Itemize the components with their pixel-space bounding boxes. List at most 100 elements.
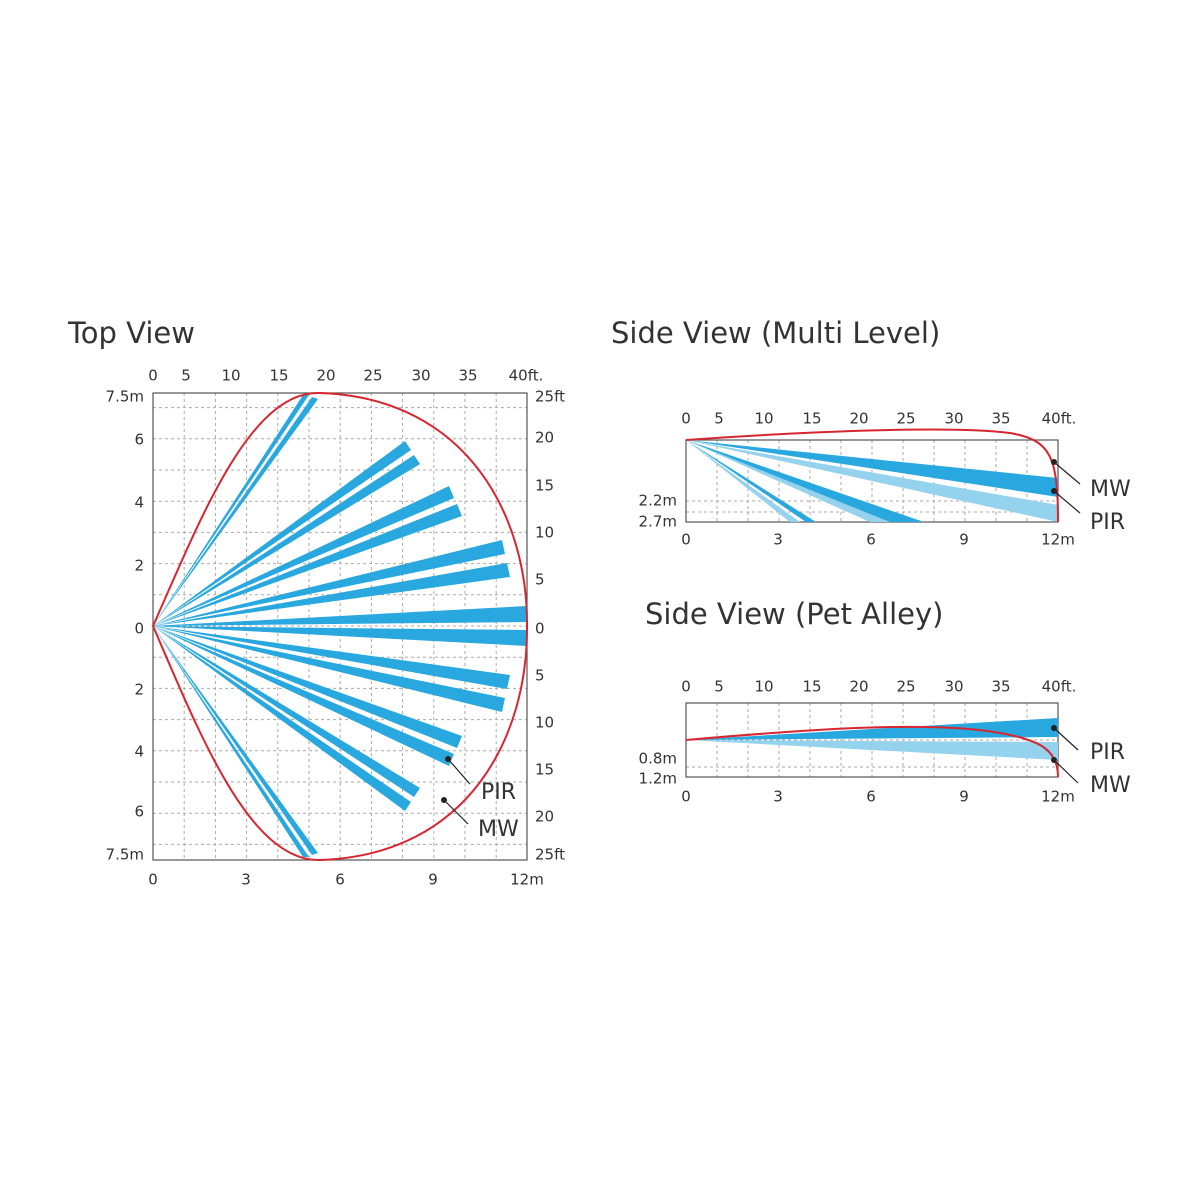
- x-top-label: 5: [714, 678, 724, 696]
- mw-coverage: [685, 725, 1059, 778]
- mw-label: MW: [1090, 477, 1131, 502]
- pir-label: PIR: [1090, 740, 1125, 765]
- leader-line: [1053, 490, 1081, 514]
- leader-line: [1053, 461, 1081, 485]
- diagrams: 0 5 10 15 20 25 30 35 40ft.0 3 6 9 12m7.5m64202467.5…: [106, 367, 1131, 889]
- y-left-label: 6: [134, 431, 144, 449]
- pir-label: PIR: [481, 780, 516, 805]
- beam: [153, 563, 510, 626]
- mw-coverage: [151, 391, 529, 862]
- mw-label: MW: [1090, 773, 1131, 798]
- y-left-label: 2.2m: [639, 492, 677, 510]
- x-bottom-label: 6: [866, 788, 876, 806]
- beam: [686, 740, 1058, 760]
- beam: [153, 626, 454, 766]
- beam: [153, 626, 420, 797]
- y-left-label: 7.5m: [106, 846, 144, 864]
- beam: [686, 440, 924, 522]
- y-right-label: 10: [535, 524, 554, 542]
- x-top-label: 0: [148, 367, 158, 385]
- x-top-label: 0: [681, 678, 691, 696]
- x-bottom-label: 3: [773, 531, 783, 549]
- leader-dot: [1051, 488, 1057, 494]
- y-left-label: 7.5m: [106, 388, 144, 406]
- x-top-label: 30: [411, 367, 430, 385]
- beam: [686, 440, 1058, 497]
- x-bottom-label: 0: [681, 788, 691, 806]
- pir-label: PIR: [1090, 510, 1125, 535]
- side-pet-title: Side View (Pet Alley): [645, 597, 943, 631]
- x-bottom-label: 12m: [1041, 531, 1075, 549]
- beam: [153, 626, 527, 645]
- x-bottom-label: 9: [428, 871, 438, 889]
- y-right-label: 5: [535, 571, 545, 589]
- x-top-label: 5: [714, 410, 724, 428]
- leader-line: [447, 758, 471, 785]
- x-top-label: 0: [681, 410, 691, 428]
- y-right-label: 0: [535, 620, 545, 638]
- x-top-label: 30: [944, 678, 963, 696]
- y-left-label: 4: [134, 494, 144, 512]
- beam: [153, 486, 454, 626]
- x-top-label: 10: [754, 678, 773, 696]
- x-top-label: 35: [991, 410, 1010, 428]
- y-right-label: 25ft: [535, 846, 565, 864]
- x-top-label: 10: [221, 367, 240, 385]
- beam: [686, 440, 1058, 522]
- y-left-label: 2: [134, 557, 144, 575]
- x-top-label: 10: [754, 410, 773, 428]
- x-bottom-label: 9: [959, 788, 969, 806]
- beam: [153, 626, 505, 712]
- y-left-label: 2.7m: [639, 513, 677, 531]
- x-bottom-label: 12m: [1041, 788, 1075, 806]
- x-top-label: 20: [849, 410, 868, 428]
- beam: [153, 626, 510, 689]
- x-top-label: 15: [269, 367, 288, 385]
- leader-line: [1053, 759, 1079, 784]
- x-top-label: 20: [849, 678, 868, 696]
- side-multi-title: Side View (Multi Level): [611, 316, 940, 350]
- mw-label: MW: [478, 817, 519, 842]
- top-view-title: Top View: [67, 316, 195, 350]
- beam: [153, 455, 420, 626]
- y-right-label: 20: [535, 808, 554, 826]
- beam: [153, 540, 505, 626]
- leader-line: [443, 799, 469, 825]
- y-left-label: 0.8m: [639, 750, 677, 768]
- y-right-label: 25ft: [535, 388, 565, 406]
- y-right-label: 15: [535, 477, 554, 495]
- x-top-label: 15: [802, 410, 821, 428]
- x-top-label: 30: [944, 410, 963, 428]
- x-top-label: 25: [896, 410, 915, 428]
- beam: [153, 395, 309, 626]
- y-right-label: 10: [535, 714, 554, 732]
- leader-dot: [1051, 459, 1057, 465]
- beam: [153, 504, 462, 626]
- x-bottom-label: 3: [241, 871, 251, 889]
- y-left-label: 1.2m: [639, 770, 677, 788]
- beam: [686, 440, 816, 522]
- beam: [153, 441, 411, 626]
- y-right-label: 15: [535, 761, 554, 779]
- x-top-label: 40ft.: [1042, 678, 1077, 696]
- x-top-label: 40ft.: [1042, 410, 1077, 428]
- x-bottom-label: 0: [148, 871, 158, 889]
- beam: [686, 718, 1058, 740]
- beam: [153, 626, 309, 857]
- x-top-label: 40ft.: [509, 367, 544, 385]
- y-left-label: 4: [134, 743, 144, 761]
- leader-dot: [1051, 725, 1057, 731]
- x-top-label: 25: [363, 367, 382, 385]
- y-right-label: 5: [535, 667, 545, 685]
- y-left-label: 2: [134, 681, 144, 699]
- beam: [153, 626, 462, 748]
- x-top-label: 25: [896, 678, 915, 696]
- beam: [153, 397, 318, 626]
- x-top-label: 15: [802, 678, 821, 696]
- y-right-label: 20: [535, 429, 554, 447]
- x-top-label: 20: [316, 367, 335, 385]
- x-top-label: 35: [458, 367, 477, 385]
- x-top-label: 35: [991, 678, 1010, 696]
